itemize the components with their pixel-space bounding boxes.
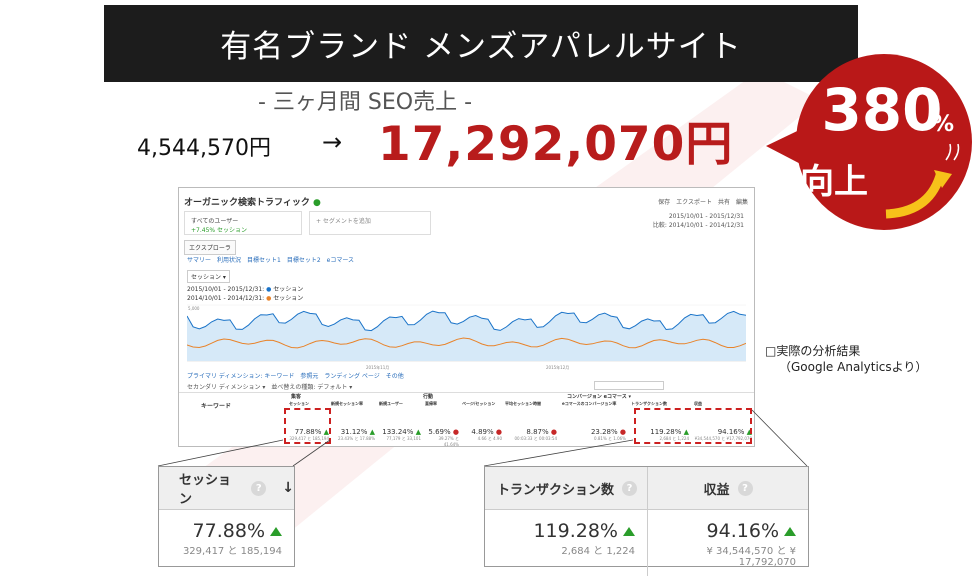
keyword-header: キーワード [201, 403, 232, 410]
up-arrow-icon [784, 527, 796, 536]
down-dot-icon: ● [450, 428, 459, 436]
zoom-transactions-sub: 2,684 と 1,224 [561, 546, 635, 557]
metric-cell: 8.87% ● 00:03:33 と 00:03:54 [514, 428, 557, 441]
column-header[interactable]: 平均セッション時間 [505, 401, 541, 406]
zoom-sessions-header: セッション [179, 473, 232, 507]
caption-line-1: □実際の分析結果 [765, 344, 861, 358]
verified-icon: ● [312, 198, 321, 208]
segment-sub: +7.45% セッション [191, 227, 247, 234]
column-header[interactable]: 新規セッション率 [331, 401, 363, 406]
metric-cell: 5.69% ● 39.27% と 41.64% [428, 428, 459, 447]
group-conversion[interactable]: コンバージョン eコマース ▾ [567, 394, 632, 400]
zoom-sessions-value: 77.88% [192, 520, 265, 542]
metric-cell: 77.88% ▲ 329,417 と 185,194 [289, 428, 329, 441]
month-label-2: 2015年12月 [546, 365, 570, 370]
arrow-icon: → [322, 128, 343, 156]
sessions-line-chart [187, 304, 746, 362]
primary-dimension-row[interactable]: プライマリ ディメンション: キーワード 参照元 ランディング ページ その他 [187, 373, 404, 380]
zoom-revenue-sub: ¥ 34,544,570 と ¥ 17,792,070 [706, 546, 796, 568]
growth-badge [766, 54, 972, 230]
legend-series-1: 2015/10/01 - 2015/12/31: ● セッション [187, 286, 304, 293]
up-arrow-icon: ▲ [681, 428, 689, 436]
zoom-transactions-value: 119.28% [533, 520, 618, 542]
metric-cell: 119.28% ▲ 2,684 と 1,224 [650, 428, 689, 441]
series-2015-area [187, 311, 746, 361]
add-segment-button[interactable]: + セグメントを追加 [309, 211, 431, 235]
series-2015-line [187, 310, 746, 332]
column-header[interactable]: 収益 [694, 401, 702, 406]
metric-cell: 31.12% ▲ 23.43% と 17.88% [337, 428, 375, 441]
metric-cell: 4.89% ● 4.66 と 4.90 [471, 428, 502, 441]
badge-number: 380 [821, 76, 943, 144]
zoom-sessions-sub: 329,417 と 185,194 [182, 546, 282, 557]
analytics-screenshot: オーガニック検索トラフィック ● 保存 エクスポート 共有 編集 すべてのユーザ… [178, 187, 755, 447]
highlight-transactions-revenue [634, 408, 752, 444]
column-header[interactable]: トランザクション数 [631, 401, 667, 406]
group-behavior: 行動 [423, 394, 434, 400]
secondary-dimension-row[interactable]: セカンダリ ディメンション ▾ 並べ替えの種類: デフォルト ▾ [187, 384, 353, 391]
up-arrow-icon: ▲ [321, 428, 329, 436]
badge-label: 向上 [800, 162, 868, 202]
caption: □実際の分析結果 （Google Analyticsより） [765, 343, 927, 375]
segment-name: すべてのユーザー [191, 218, 239, 225]
column-header[interactable]: eコマースのコンバージョン率 [562, 401, 617, 406]
zoom-revenue-value: 94.16% [706, 520, 779, 542]
help-icon: ? [622, 480, 638, 496]
column-header[interactable]: 新規ユーザー [379, 401, 403, 406]
column-header[interactable]: セッション [289, 401, 309, 406]
subtitle: - 三ヶ月間 SEO売上 - [258, 90, 473, 115]
zoom-conversion-card: トランザクション数 ? 収益 ? 119.28% 2,684 と 1,224 9… [484, 466, 809, 576]
column-header[interactable]: ページ/セッション [462, 401, 496, 406]
up-arrow-icon: ▲ [367, 428, 375, 436]
help-icon: ? [737, 480, 753, 496]
up-arrow-icon [270, 527, 282, 536]
table-search-input[interactable] [594, 381, 664, 390]
title-banner: 有名ブランド メンズアパレルサイト [104, 5, 858, 82]
report-nav[interactable]: サマリー 利用状況 目標セット1 目標セット2 eコマース [187, 257, 355, 264]
zoom-transactions-header: トランザクション数 [497, 482, 615, 498]
highlight-sessions [284, 408, 331, 444]
axis-top: 5,000 [188, 306, 200, 311]
series-2014-line [187, 337, 746, 349]
segment-all-users[interactable]: すべてのユーザー +7.45% セッション [184, 211, 302, 235]
down-dot-icon: ● [617, 428, 626, 436]
up-arrow-icon [623, 527, 635, 536]
legend-series-2: 2014/10/01 - 2014/12/31: ● セッション [187, 295, 304, 302]
metric-cell: 133.24% ▲ 77,179 と 33,101 [382, 428, 421, 441]
metric-cell: 94.16% ▲ ¥34,544,570 と ¥17,792,070 [694, 428, 752, 441]
sales-before: 4,544,570円 [137, 136, 271, 161]
month-label-1: 2015年11月 [366, 365, 390, 370]
zoom-sessions-card: セッション ? ↓ 77.88% 329,417 と 185,194 [158, 466, 295, 567]
date-range[interactable]: 2015/10/01 - 2015/12/31 比較: 2014/10/01 -… [652, 213, 744, 229]
zoom-revenue-header: 収益 [703, 482, 730, 498]
metric-cell: 23.28% ● 0.81% と 1.06% [590, 428, 626, 441]
badge-percent: % [932, 112, 955, 137]
sales-after: 17,292,070円 [378, 117, 734, 172]
page-title: 有名ブランド メンズアパレルサイト [220, 29, 742, 65]
down-dot-icon: ● [493, 428, 502, 436]
up-arrow-icon: ▲ [744, 428, 752, 436]
caption-line-2: （Google Analyticsより） [779, 360, 928, 374]
report-title: オーガニック検索トラフィック ● [184, 198, 321, 208]
sort-down-icon[interactable]: ↓ [282, 480, 294, 496]
column-header[interactable]: 直帰率 [425, 401, 437, 406]
group-acquisition: 集客 [291, 394, 302, 400]
metric-select[interactable]: セッション ▾ [187, 270, 230, 283]
help-icon: ? [251, 480, 267, 496]
report-toolbar[interactable]: 保存 エクスポート 共有 編集 [658, 199, 748, 206]
up-arrow-icon: ▲ [413, 428, 421, 436]
tab-explorer[interactable]: エクスプローラ [184, 240, 236, 255]
down-dot-icon: ● [548, 428, 557, 436]
